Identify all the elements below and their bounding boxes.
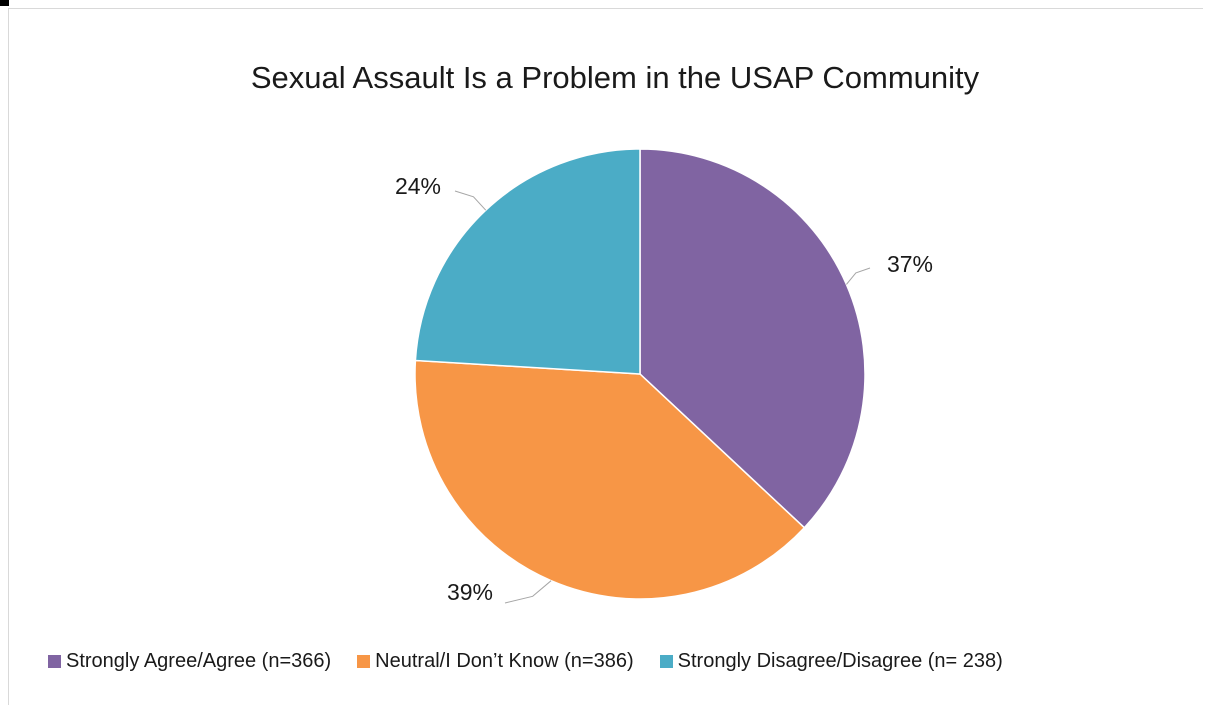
legend-item-disagree: Strongly Disagree/Disagree (n= 238) <box>659 650 1003 673</box>
legend-label-disagree: Strongly Disagree/Disagree (n= 238) <box>677 650 1003 672</box>
data-label-neutral: 39% <box>447 579 493 605</box>
legend-label-neutral: Neutral/I Don’t Know (n=386) <box>375 650 634 672</box>
figure-corner-mark <box>0 0 9 6</box>
leader-line-disagree <box>454 190 487 211</box>
legend: Strongly Agree/Agree (n=366) Neutral/I D… <box>48 650 1003 673</box>
chart-title: Sexual Assault Is a Problem in the USAP … <box>250 60 980 95</box>
pie-slice-disagree <box>414 148 641 375</box>
legend-swatch-agree <box>48 655 61 668</box>
legend-label-agree: Strongly Agree/Agree (n=366) <box>66 650 332 672</box>
data-label-disagree: 24% <box>395 173 441 199</box>
data-label-agree: 37% <box>887 251 933 277</box>
legend-item-neutral: Neutral/I Don’t Know (n=386) <box>357 650 634 673</box>
legend-swatch-disagree <box>659 655 673 668</box>
legend-item-agree: Strongly Agree/Agree (n=366) <box>48 650 331 673</box>
leader-line-neutral <box>504 580 552 604</box>
leader-line-agree <box>846 267 871 285</box>
legend-swatch-neutral <box>357 655 371 668</box>
chart-frame <box>8 8 1203 705</box>
pie-slice-neutral <box>414 359 806 600</box>
